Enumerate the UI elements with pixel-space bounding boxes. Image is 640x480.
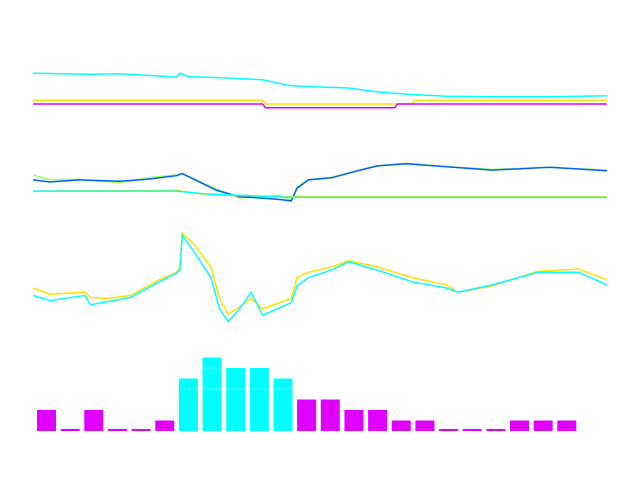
bar-1 xyxy=(60,429,80,431)
bar-2 xyxy=(84,410,104,431)
bar-panel xyxy=(37,357,577,431)
bar-19 xyxy=(486,429,506,431)
line-panel-top xyxy=(32,72,608,109)
bar-8 xyxy=(226,368,246,431)
series-line-top-0 xyxy=(32,72,608,98)
series-line-middle-3 xyxy=(33,190,607,199)
bar-14 xyxy=(368,410,388,431)
series-line-middle-1 xyxy=(32,163,608,202)
bar-18 xyxy=(462,429,482,431)
line-panel-lower xyxy=(32,231,608,323)
line-panel-middle xyxy=(32,162,608,202)
bar-17 xyxy=(439,429,459,431)
bar-16 xyxy=(415,420,435,431)
bar-22 xyxy=(557,420,577,431)
bar-11 xyxy=(297,399,317,431)
bar-10 xyxy=(273,378,293,431)
series-line-lower-1 xyxy=(32,233,608,323)
bar-4 xyxy=(131,429,151,431)
bar-21 xyxy=(533,420,553,431)
series-line-top-2 xyxy=(33,103,607,109)
bar-12 xyxy=(320,399,340,431)
bar-3 xyxy=(107,429,127,431)
bar-7 xyxy=(202,357,222,431)
bar-5 xyxy=(155,420,175,431)
series-line-top-1 xyxy=(33,99,607,105)
bar-9 xyxy=(249,368,269,431)
bar-20 xyxy=(510,420,529,431)
bar-0 xyxy=(37,410,56,431)
series-line-lower-0 xyxy=(32,231,608,316)
bar-6 xyxy=(178,378,198,431)
bar-15 xyxy=(391,420,411,431)
bar-13 xyxy=(344,410,364,431)
